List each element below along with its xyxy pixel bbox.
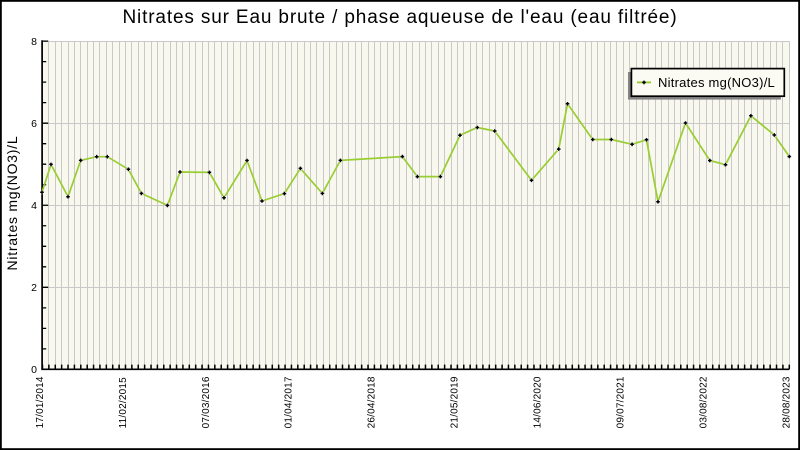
svg-text:03/08/2022: 03/08/2022 xyxy=(699,376,710,428)
svg-text:6: 6 xyxy=(31,118,37,130)
svg-text:Nitrates mg(NO3)/L: Nitrates mg(NO3)/L xyxy=(4,136,20,271)
svg-text:07/03/2016: 07/03/2016 xyxy=(201,376,212,428)
svg-text:11/02/2015: 11/02/2015 xyxy=(118,377,129,429)
svg-text:8: 8 xyxy=(31,36,37,48)
svg-text:01/04/2017: 01/04/2017 xyxy=(284,376,295,428)
svg-text:2: 2 xyxy=(31,282,37,294)
svg-text:17/01/2014: 17/01/2014 xyxy=(35,376,46,428)
svg-text:Nitrates sur Eau brute / phase: Nitrates sur Eau brute / phase aqueuse d… xyxy=(122,7,677,28)
svg-text:0: 0 xyxy=(31,364,37,376)
svg-text:26/04/2018: 26/04/2018 xyxy=(367,376,378,428)
svg-text:21/05/2019: 21/05/2019 xyxy=(450,376,461,428)
svg-text:09/07/2021: 09/07/2021 xyxy=(616,376,627,428)
svg-text:14/06/2020: 14/06/2020 xyxy=(533,376,544,428)
svg-text:4: 4 xyxy=(31,200,37,212)
svg-text:Nitrates mg(NO3)/L: Nitrates mg(NO3)/L xyxy=(658,75,775,90)
svg-text:28/08/2023: 28/08/2023 xyxy=(782,376,793,428)
